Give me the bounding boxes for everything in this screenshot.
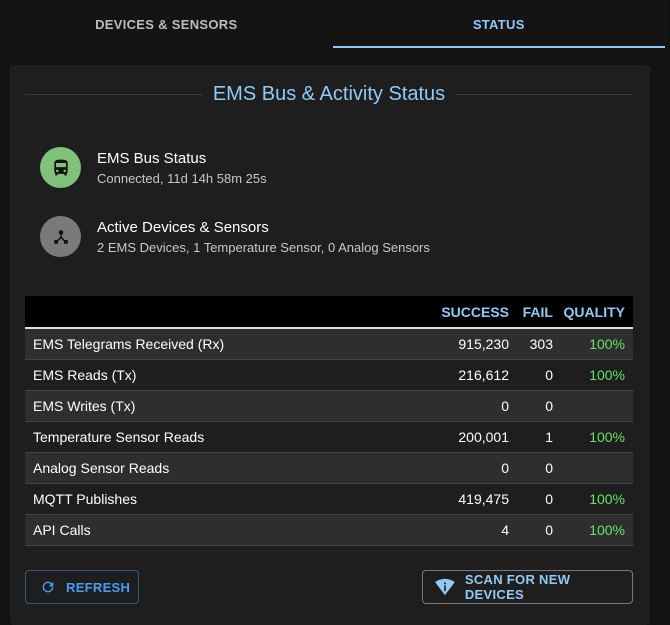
cell-fail: 0 <box>517 359 559 391</box>
tab-status[interactable]: STATUS <box>332 0 666 48</box>
scan-label: SCAN FOR NEW DEVICES <box>464 572 571 602</box>
cell-fail: 1 <box>517 421 559 453</box>
tab-devices-sensors[interactable]: DEVICES & SENSORS <box>95 16 238 32</box>
divider <box>25 94 202 95</box>
cell-label: Analog Sensor Reads <box>25 452 427 484</box>
ems-bus-status-label: EMS Bus Status <box>97 149 207 167</box>
table-row: API Calls 4 0 100% <box>25 514 633 546</box>
cell-quality <box>559 452 633 484</box>
cell-label: MQTT Publishes <box>25 483 427 515</box>
header-quality: QUALITY <box>559 296 633 329</box>
cell-quality: 100% <box>559 328 633 360</box>
cell-label: EMS Telegrams Received (Rx) <box>25 328 427 360</box>
table-header: SUCCESS FAIL QUALITY <box>25 296 633 329</box>
cell-quality: 100% <box>559 514 633 546</box>
refresh-icon <box>42 581 54 593</box>
cell-label: Temperature Sensor Reads <box>25 421 427 453</box>
table-row: MQTT Publishes 419,475 0 100% <box>25 483 633 515</box>
active-devices-value: 2 EMS Devices, 1 Temperature Sensor, 0 A… <box>97 239 430 255</box>
header-label <box>25 296 427 329</box>
cell-success: 0 <box>427 452 517 484</box>
cell-fail: 0 <box>517 452 559 484</box>
divider <box>456 94 633 95</box>
cell-success: 200,001 <box>427 421 517 453</box>
card-title-row: EMS Bus & Activity Status <box>25 83 633 106</box>
cell-fail: 0 <box>517 390 559 422</box>
status-card: EMS Bus & Activity Status EMS Bus Status… <box>10 65 650 625</box>
table-row: Temperature Sensor Reads 200,001 1 100% <box>25 421 633 453</box>
cell-success: 419,475 <box>427 483 517 515</box>
refresh-label: REFRESH <box>66 579 131 595</box>
cell-fail: 0 <box>517 483 559 515</box>
wifi-info-icon <box>435 578 455 596</box>
cell-label: EMS Reads (Tx) <box>25 359 427 391</box>
table-row: EMS Writes (Tx) 0 0 <box>25 390 633 422</box>
cell-label: EMS Writes (Tx) <box>25 390 427 422</box>
cell-quality <box>559 390 633 422</box>
header-fail: FAIL <box>517 296 559 329</box>
cell-success: 216,612 <box>427 359 517 391</box>
refresh-button[interactable]: REFRESH <box>25 570 139 604</box>
table-row: EMS Telegrams Received (Rx) 915,230 303 100… <box>25 328 633 360</box>
active-devices-label: Active Devices & Sensors <box>97 218 269 236</box>
cell-label: API Calls <box>25 514 427 546</box>
page-title: EMS Bus & Activity Status <box>212 83 446 105</box>
ems-bus-status-value: Connected, 11d 14h 58m 25s <box>97 170 267 186</box>
cell-success: 4 <box>427 514 517 546</box>
bus-icon <box>40 147 81 188</box>
activity-table: SUCCESS FAIL QUALITY EMS Telegrams Recei… <box>25 296 633 546</box>
cell-success: 915,230 <box>427 328 517 360</box>
cell-quality: 100% <box>559 359 633 391</box>
ems-bus-status-item: EMS Bus Status Connected, 11d 14h 58m 25… <box>40 147 267 188</box>
cell-fail: 0 <box>517 514 559 546</box>
cell-quality: 100% <box>559 421 633 453</box>
cell-fail: 303 <box>517 328 559 360</box>
cell-quality: 100% <box>559 483 633 515</box>
header-success: SUCCESS <box>427 296 517 329</box>
table-row: Analog Sensor Reads 0 0 <box>25 452 633 484</box>
cell-success: 0 <box>427 390 517 422</box>
scan-devices-button[interactable]: SCAN FOR NEW DEVICES <box>422 570 633 604</box>
device-hub-icon <box>40 216 81 257</box>
table-row: EMS Reads (Tx) 216,612 0 100% <box>25 359 633 391</box>
active-devices-item: Active Devices & Sensors 2 EMS Devices, … <box>40 216 430 257</box>
tab-bar: DEVICES & SENSORS STATUS <box>0 0 665 48</box>
